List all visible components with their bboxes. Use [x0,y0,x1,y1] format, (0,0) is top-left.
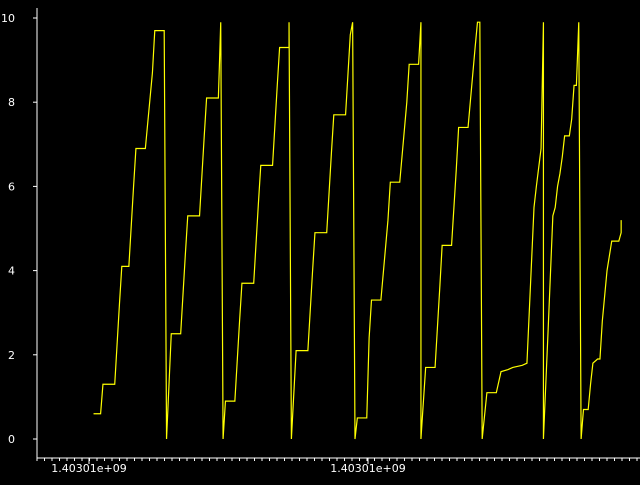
x-tick-label: 1.40301e+09 [51,462,126,475]
series-line [93,21,622,440]
series-layer [93,21,622,440]
axes: 0 2 4 6 8 10 1.40301e+09 1.40301e+09 [1,8,640,475]
y-tick-label: 2 [8,349,15,362]
y-tick-label: 8 [8,96,15,109]
y-tick-label: 0 [8,433,15,446]
x-tick-label: 1.40301e+09 [330,462,405,475]
y-tick-label: 4 [8,265,15,278]
y-tick-label: 6 [8,180,15,193]
y-tick-label: 10 [1,12,15,25]
